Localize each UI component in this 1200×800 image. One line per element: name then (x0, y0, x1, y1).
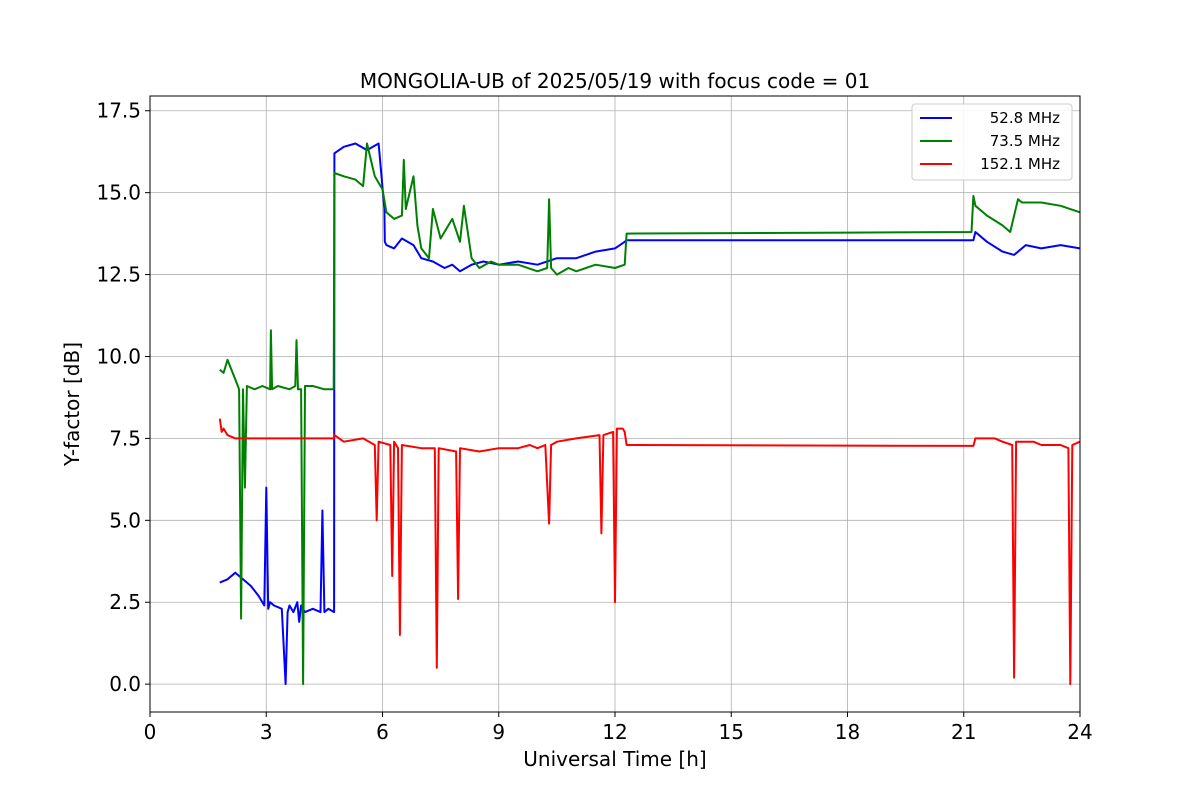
chart-title: MONGOLIA-UB of 2025/05/19 with focus cod… (360, 69, 870, 93)
legend-label: 152.1 MHz (980, 155, 1060, 173)
y-tick-label: 15.0 (96, 181, 141, 205)
x-tick-label: 0 (144, 720, 157, 744)
x-tick-label: 9 (492, 720, 505, 744)
legend-label: 73.5 MHz (990, 132, 1060, 150)
y-tick-label: 2.5 (109, 590, 141, 614)
x-tick-label: 18 (835, 720, 860, 744)
y-tick-label: 12.5 (96, 263, 141, 287)
x-tick-label: 6 (376, 720, 389, 744)
plot-lines (218, 142, 1081, 686)
y-tick-label: 0.0 (109, 672, 141, 696)
series-line-2 (219, 142, 1081, 686)
y-tick-label: 5.0 (109, 508, 141, 532)
legend-label: 52.8 MHz (990, 109, 1060, 127)
x-tick-label: 3 (260, 720, 273, 744)
y-tick-label: 7.5 (109, 426, 141, 450)
x-tick-label: 15 (719, 720, 744, 744)
x-tick-label: 21 (951, 720, 976, 744)
legend: 52.8 MHz 73.5 MHz 152.1 MHz (911, 103, 1073, 181)
y-tick-label: 10.0 (96, 344, 141, 368)
y-axis-label: Y-factor [dB] (60, 342, 84, 467)
y-tick-label: 17.5 (96, 99, 141, 123)
x-axis-label: Universal Time [h] (523, 747, 706, 771)
legend-box (911, 103, 1073, 181)
x-tick-label: 24 (1067, 720, 1092, 744)
x-tick-label: 12 (602, 720, 627, 744)
series-line-3 (218, 418, 1081, 686)
ticks: 0 3 6 9 12 15 18 21 24 0.0 2.5 5.0 7.5 10.0 12.5 15.0 17… (96, 99, 1092, 744)
